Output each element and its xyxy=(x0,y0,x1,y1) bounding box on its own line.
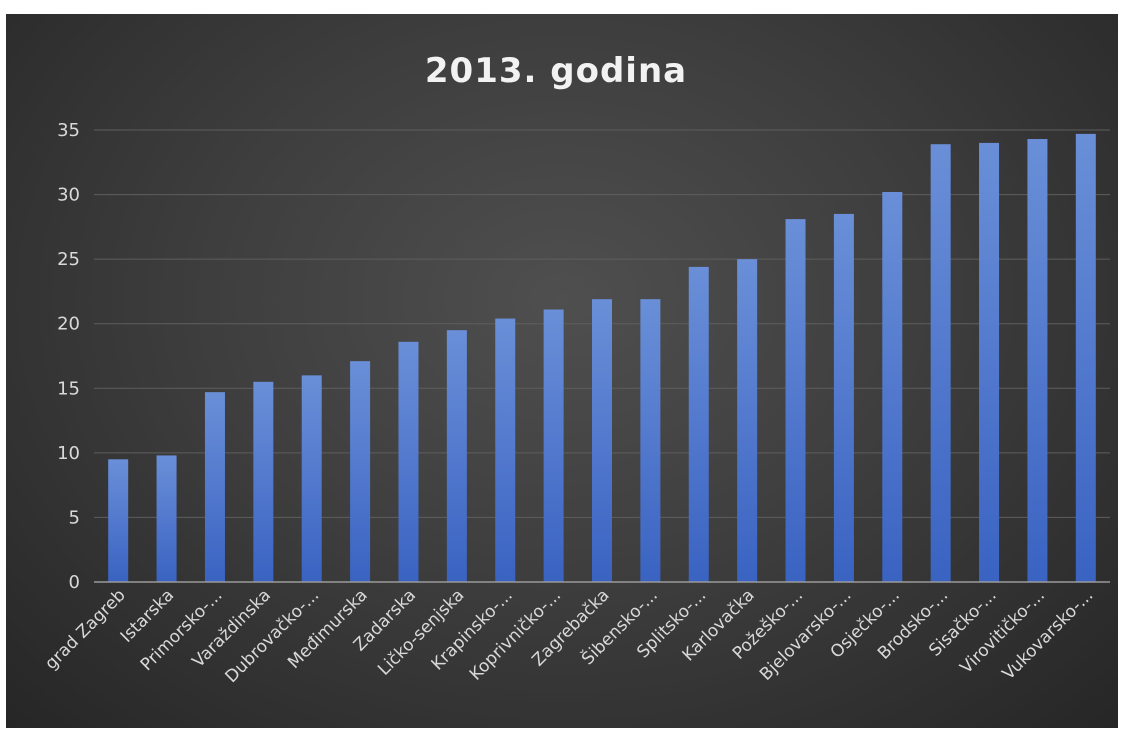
y-tick-label: 30 xyxy=(57,185,80,206)
y-tick-label: 0 xyxy=(69,572,80,593)
x-axis-tick-labels: grad ZagrebIstarskaPrimorsko-...Varaždin… xyxy=(41,584,1097,687)
y-tick-label: 35 xyxy=(57,120,80,141)
y-axis-tick-labels: 0 5 10 15 20 25 30 35 xyxy=(57,120,80,593)
bar xyxy=(930,144,951,582)
y-tick-label: 15 xyxy=(57,378,80,399)
y-tick-label: 5 xyxy=(69,507,80,528)
bar xyxy=(737,259,758,582)
x-tick-label: grad Zagreb xyxy=(41,585,129,673)
chart-area: 2013. godina 0 5 10 15 20 25 30 35 grad Zagreb I… xyxy=(6,14,1118,728)
bar xyxy=(688,266,709,582)
bar xyxy=(882,191,903,582)
bar xyxy=(833,213,854,582)
bar xyxy=(1075,133,1096,583)
bar xyxy=(108,459,129,582)
bar xyxy=(592,299,612,582)
bar-chart: 2013. godina 0 5 10 15 20 25 30 35 grad ZagrebI… xyxy=(41,51,1110,687)
bar xyxy=(253,381,274,582)
bar xyxy=(785,219,806,582)
bar xyxy=(979,142,1000,582)
bar xyxy=(495,318,516,582)
bar xyxy=(1027,139,1048,582)
chart-title: 2013. godina xyxy=(425,51,687,91)
bar xyxy=(640,299,661,582)
bar xyxy=(204,392,225,582)
bar xyxy=(398,341,419,582)
y-tick-label: 20 xyxy=(57,314,80,335)
bar xyxy=(543,309,564,582)
bar xyxy=(446,330,467,582)
y-tick-label: 10 xyxy=(57,443,80,464)
x-tick-label: Virovitičko-... xyxy=(956,585,1049,678)
bar xyxy=(301,375,322,582)
bars xyxy=(108,133,1096,583)
y-tick-label: 25 xyxy=(57,249,80,270)
bar xyxy=(350,361,371,582)
bar xyxy=(156,455,177,582)
